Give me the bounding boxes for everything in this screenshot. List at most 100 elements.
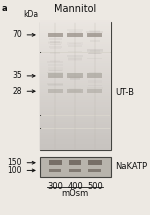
Text: 150: 150 xyxy=(7,158,22,167)
Bar xyxy=(48,73,63,78)
Bar xyxy=(40,126,111,129)
Text: kDa: kDa xyxy=(24,10,39,19)
Bar xyxy=(88,169,101,172)
Bar xyxy=(40,137,111,139)
Bar xyxy=(40,146,111,148)
Bar xyxy=(48,69,63,71)
Bar xyxy=(89,34,101,36)
Bar xyxy=(40,120,111,122)
Bar xyxy=(40,76,111,78)
Text: a: a xyxy=(2,4,8,13)
Bar xyxy=(48,41,62,43)
Text: 28: 28 xyxy=(12,87,22,96)
Bar xyxy=(68,57,82,60)
Bar xyxy=(40,42,111,44)
Bar xyxy=(40,100,111,102)
Bar xyxy=(40,46,111,48)
Bar xyxy=(48,64,63,66)
Bar xyxy=(40,122,111,124)
Bar xyxy=(48,67,63,69)
Bar xyxy=(40,87,111,89)
Bar xyxy=(47,61,63,63)
Bar xyxy=(40,55,111,57)
Bar xyxy=(40,92,111,94)
Bar xyxy=(48,84,63,86)
Bar xyxy=(40,129,111,131)
Bar xyxy=(68,45,82,47)
Bar xyxy=(40,20,111,22)
Bar xyxy=(40,98,111,100)
Bar xyxy=(40,111,111,113)
Bar xyxy=(40,85,111,87)
Bar xyxy=(69,88,81,89)
Bar xyxy=(87,33,102,37)
Bar xyxy=(69,89,81,91)
Bar xyxy=(69,31,82,33)
Bar xyxy=(89,52,100,54)
Bar xyxy=(40,107,111,109)
Bar xyxy=(70,77,80,80)
Bar xyxy=(40,118,111,120)
Bar xyxy=(47,72,63,73)
Bar xyxy=(40,109,111,111)
Bar xyxy=(70,77,80,79)
Bar xyxy=(40,68,111,70)
Bar xyxy=(87,89,102,93)
Bar xyxy=(88,80,102,83)
Bar xyxy=(40,44,111,46)
Bar xyxy=(40,141,111,144)
Bar xyxy=(87,49,102,51)
Bar xyxy=(49,169,61,172)
Text: mOsm: mOsm xyxy=(61,189,89,198)
Bar xyxy=(40,83,111,85)
Bar xyxy=(69,76,81,78)
Bar xyxy=(40,89,111,92)
Bar xyxy=(40,22,111,150)
Bar xyxy=(40,133,111,135)
Bar xyxy=(40,35,111,37)
Bar xyxy=(40,139,111,141)
Text: UT-B: UT-B xyxy=(115,88,134,97)
Bar xyxy=(40,96,111,98)
Bar xyxy=(88,85,102,86)
Bar xyxy=(89,34,100,36)
Bar xyxy=(48,76,62,77)
Text: 70: 70 xyxy=(12,30,22,39)
Bar xyxy=(40,131,111,133)
Bar xyxy=(40,40,111,42)
Bar xyxy=(40,48,111,50)
Bar xyxy=(40,115,111,118)
Bar xyxy=(40,50,111,52)
Bar xyxy=(48,33,63,37)
Bar xyxy=(68,51,82,52)
Bar xyxy=(40,24,111,26)
Bar xyxy=(40,81,111,83)
Bar xyxy=(49,38,62,40)
Bar xyxy=(50,52,60,54)
Bar xyxy=(40,105,111,107)
Bar xyxy=(88,35,102,37)
Bar xyxy=(90,50,100,52)
Bar xyxy=(40,148,111,150)
Bar xyxy=(50,44,61,46)
Bar xyxy=(87,87,103,89)
Text: 35: 35 xyxy=(12,71,22,80)
Bar xyxy=(40,22,111,24)
Bar xyxy=(69,160,81,165)
Bar xyxy=(89,30,100,32)
Bar xyxy=(68,89,83,93)
Bar xyxy=(50,41,60,43)
Bar xyxy=(40,63,111,66)
Text: Mannitol: Mannitol xyxy=(54,4,96,14)
Bar xyxy=(40,57,111,59)
Bar xyxy=(89,72,101,73)
Bar xyxy=(88,160,102,165)
Bar xyxy=(47,83,63,85)
Bar xyxy=(67,29,83,31)
Bar xyxy=(48,89,63,93)
Bar xyxy=(69,77,81,78)
Bar xyxy=(40,59,111,61)
Bar xyxy=(87,73,102,78)
Bar xyxy=(40,37,111,39)
Bar xyxy=(40,144,111,146)
